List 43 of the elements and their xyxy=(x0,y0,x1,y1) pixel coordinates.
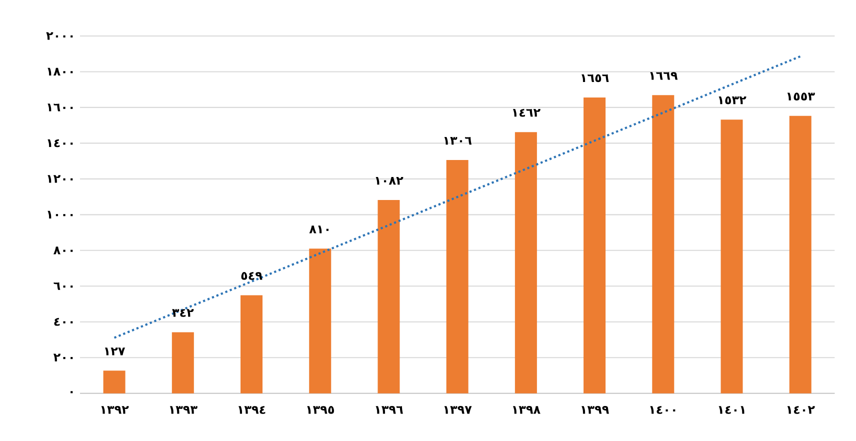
x-tick-label: ١٣٩٤ xyxy=(238,406,266,414)
x-tick-label: ١٣٩٣ xyxy=(170,406,198,414)
data-label: ١٣٠٦ xyxy=(444,136,472,144)
bar xyxy=(584,97,606,394)
data-label: ١٦٥٦ xyxy=(582,74,609,82)
x-tick-label: ١٣٩٩ xyxy=(582,406,609,414)
y-tick-label: ٦٠٠ xyxy=(54,282,73,290)
data-label: ١٤٦٢ xyxy=(512,108,540,117)
bar xyxy=(720,119,743,394)
bar xyxy=(652,94,674,394)
y-tick-label: ١٠٠٠ xyxy=(48,210,73,218)
data-label: ١٢٧ xyxy=(104,347,126,356)
bar xyxy=(514,132,537,394)
bar xyxy=(789,116,812,394)
y-tick-label: ١٦٠٠ xyxy=(48,104,73,112)
data-label: ٥٤٩ xyxy=(241,272,262,280)
x-tick-label: ١٣٩٦ xyxy=(376,406,403,414)
bar xyxy=(172,332,194,394)
data-label: ١٠٨٢ xyxy=(376,176,404,184)
y-tick-label: ١٢٠٠ xyxy=(48,174,73,183)
y-tick-label: ١٨٠٠ xyxy=(48,68,73,76)
y-tick-label: ٤٠٠ xyxy=(54,318,73,326)
data-label: ٨١٠ xyxy=(309,225,328,234)
y-tick-label: ٢٠٠٠ xyxy=(46,32,73,40)
y-tick-label: ٠ xyxy=(70,390,73,394)
x-tick-label: ١٤٠٢ xyxy=(787,406,815,414)
bar xyxy=(309,248,332,394)
x-tick-label: ١٤٠٠ xyxy=(650,406,676,414)
bar xyxy=(103,370,126,394)
data-label: ١٦٦٩ xyxy=(650,72,678,80)
x-tick-label: ١٣٩٨ xyxy=(512,406,540,414)
x-tick-label: ١٤٠١ xyxy=(718,406,744,414)
y-tick-label: ٢٠٠ xyxy=(53,354,73,362)
y-tick-label: ٨٠٠ xyxy=(53,246,73,254)
x-tick-label: ١٣٩٢ xyxy=(101,406,129,414)
bar xyxy=(240,295,263,394)
x-tick-label: ١٣٩٥ xyxy=(307,406,334,414)
data-label: ١٥٣٢ xyxy=(718,96,746,104)
bar xyxy=(378,200,400,394)
x-tick-label: ١٣٩٧ xyxy=(444,406,472,414)
data-label: ١٥٥٣ xyxy=(787,92,815,100)
bar xyxy=(446,160,468,394)
y-tick-label: ١٤٠٠ xyxy=(48,139,73,147)
